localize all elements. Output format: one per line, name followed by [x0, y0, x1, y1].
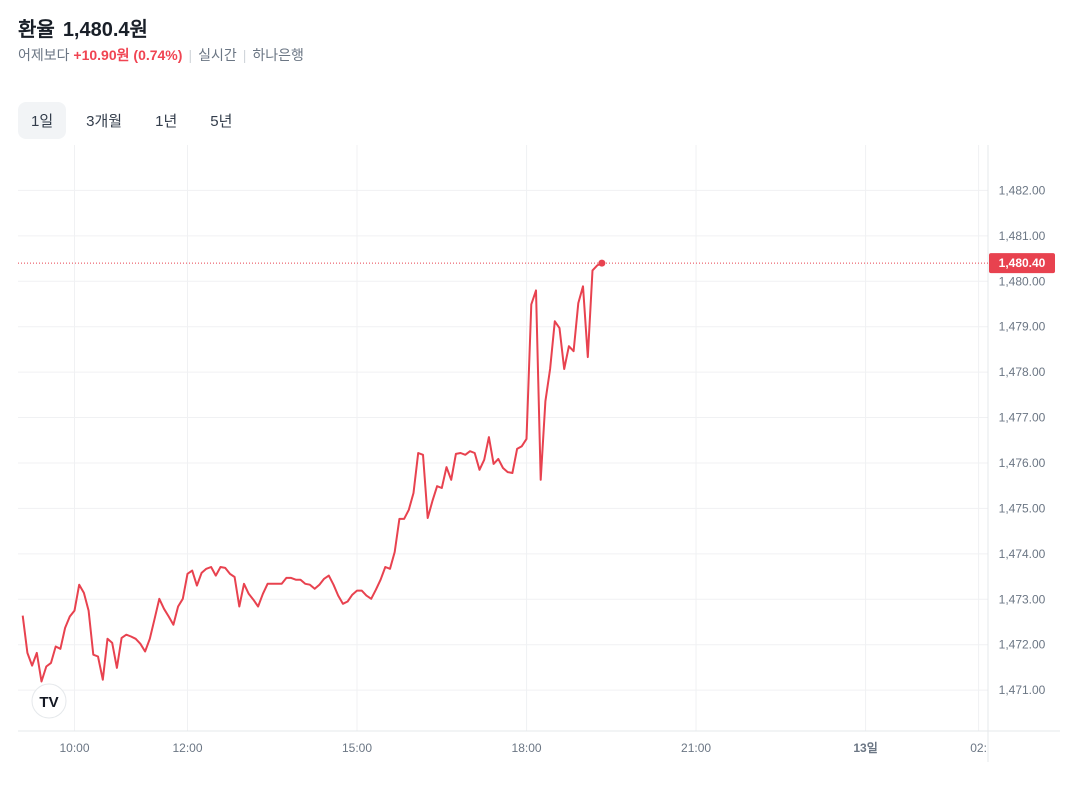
y-tick-label: 1,478.00: [999, 365, 1046, 379]
y-tick-label: 1,481.00: [999, 229, 1046, 243]
x-tick-label: 13일: [853, 741, 877, 755]
title-label: 환율: [18, 19, 55, 41]
divider: |: [242, 47, 247, 63]
tab-5y[interactable]: 5년: [210, 113, 233, 130]
svg-text:TV: TV: [39, 694, 58, 711]
current-price: 1,480.4원: [62, 19, 148, 41]
tab-1d[interactable]: 1일: [18, 102, 67, 139]
y-tick-label: 1,475.00: [999, 501, 1046, 515]
y-tick-label: 1,473.00: [999, 592, 1046, 606]
y-tick-label: 1,472.00: [999, 638, 1046, 652]
rate-line: [21, 262, 603, 683]
x-tick-label: 02:: [970, 741, 987, 755]
compare-label: 어제보다: [18, 47, 70, 63]
page-title: 환율 1,480.4원: [18, 13, 156, 42]
price-summary: 어제보다 +10.90원 (0.74%) | 실시간 | 하나은행: [18, 45, 304, 65]
divider: |: [188, 47, 193, 63]
y-tick-label: 1,480.00: [999, 274, 1046, 288]
x-tick-label: 12:00: [172, 741, 202, 755]
tab-1y[interactable]: 1년: [155, 113, 178, 130]
source-label: 하나은행: [252, 47, 304, 63]
tradingview-logo[interactable]: TV: [31, 683, 67, 719]
y-tick-label: 1,471.00: [999, 683, 1046, 697]
x-tick-label: 10:00: [59, 741, 89, 755]
y-tick-label: 1,476.00: [999, 456, 1046, 470]
y-tick-label: 1,482.00: [999, 183, 1046, 197]
period-tabs: 1일 3개월 1년 5년: [18, 102, 252, 139]
y-tick-label: 1,479.00: [999, 320, 1046, 334]
tab-3m[interactable]: 3개월: [86, 113, 123, 130]
last-price-label: 1,480.40: [999, 256, 1046, 270]
x-tick-label: 21:00: [681, 741, 711, 755]
last-price-dot: [598, 259, 606, 267]
y-tick-label: 1,477.00: [999, 411, 1046, 425]
x-tick-label: 18:00: [512, 741, 542, 755]
last-price-badge: [989, 253, 1055, 274]
mode-label: 실시간: [198, 47, 237, 63]
y-tick-label: 1,474.00: [999, 547, 1046, 561]
x-tick-label: 15:00: [342, 741, 372, 755]
price-change: +10.90원 (0.74%): [73, 47, 183, 63]
